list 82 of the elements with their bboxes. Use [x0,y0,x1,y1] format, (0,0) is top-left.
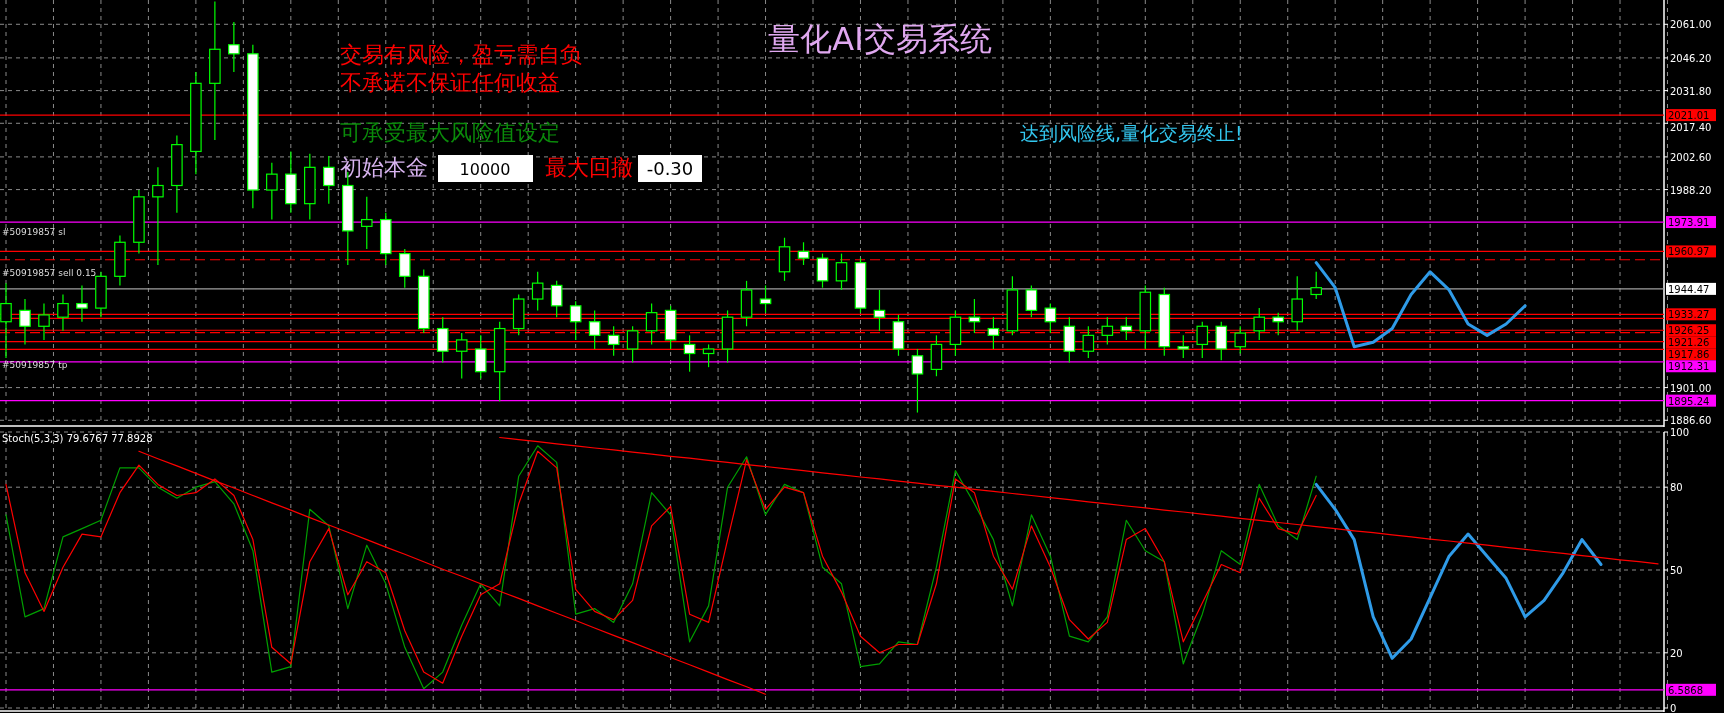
candlestick [474,334,487,380]
candlestick [1177,334,1190,359]
annotation: 交易有风险，盈亏需自负 [340,42,582,67]
line-series [1314,261,1527,349]
annotation: 最大回撤 [545,155,633,180]
candlestick [1025,284,1038,318]
candlestick [1120,316,1133,341]
candlestick [436,316,449,364]
candlestick [1044,302,1057,334]
annotation: 可承受最大风险值设定 [340,120,560,145]
ref-line-label: 1926.25 [1668,325,1710,337]
annotation: #50919857 sell 0.15 [2,268,97,278]
y-tick-label: 2002.60 [1670,151,1712,163]
y-tick-label: 1886.60 [1670,415,1712,427]
y-tick-label: 20 [1670,647,1683,659]
ref-line-label: 6.5868 [1668,684,1703,696]
ref-line-label: 1933.27 [1668,309,1710,321]
candlestick [626,325,639,364]
candlestick [1101,316,1114,346]
line-series [1314,482,1603,660]
ref-line-label: 1895.24 [1668,395,1710,407]
annotation: 初始本金 [340,155,428,180]
candlestick [38,302,50,341]
candlestick [607,325,620,357]
y-tick-label: 1901.00 [1670,382,1712,394]
annotation: #50919857 tp [2,360,68,370]
candlestick [588,309,601,350]
y-tick-label: 50 [1670,565,1683,576]
annotation: 达到风险线,量化交易终止! [1020,122,1243,144]
ref-line-label: 2021.01 [1668,110,1710,122]
candlestick [152,166,164,266]
annotation: 不承诺不保证任何收益 [340,70,560,95]
candlestick [1253,307,1266,341]
candlestick [702,343,715,368]
candlestick [797,241,810,266]
candlestick [1272,312,1285,336]
candlestick [911,348,924,414]
ref-line-label: 1960.97 [1668,246,1710,258]
candlestick [228,21,240,73]
candlestick [1234,325,1247,355]
y-tick-label: 2017.40 [1670,122,1712,134]
candlestick [360,196,373,250]
candlestick [1291,275,1304,332]
candlestick [873,289,886,332]
candlestick [835,253,848,291]
ref-line-label: 1921.26 [1668,337,1710,349]
candlestick [0,282,12,359]
annotation: #50919857 sl [2,227,66,237]
y-tick-label: 2061.00 [1670,19,1712,31]
candlestick [683,334,696,373]
candlestick [1196,321,1209,359]
candlestick [550,280,563,318]
candlestick [531,271,544,311]
candlestick [1215,321,1228,361]
candlestick [455,332,468,380]
candlestick [987,316,1000,350]
y-tick-label: 100 [1670,427,1690,438]
text: 量化AI交易系统 [768,20,992,58]
y-tick-label: 2031.80 [1670,85,1712,97]
y-tick-label: 80 [1670,482,1683,494]
candlestick [57,293,69,332]
ref-line-label: 1917.86 [1668,349,1710,361]
candlestick [645,302,658,346]
chart-title: Stoch(5,3,3) 79.6767 77.8928 [2,433,153,444]
candlestick [569,300,582,341]
candlestick [1082,325,1095,359]
candlestick [19,298,31,346]
ref-line-label: 1973.91 [1668,217,1710,229]
y-tick-label: 1988.20 [1670,184,1712,196]
candlestick [1310,271,1323,300]
candlestick [816,253,829,289]
annotation: 10000 [459,160,511,179]
candlestick [398,248,411,289]
ref-line-label: 1944.47 [1668,283,1710,295]
ref-line-label: 1912.31 [1668,361,1710,373]
candlestick [759,284,772,314]
candlestick [266,162,278,221]
candlestick [323,155,335,205]
candlestick [76,284,88,323]
annotation: -0.30 [646,158,694,179]
y-tick-label: 2046.20 [1670,52,1712,64]
y-tick-label: 0 [1670,703,1677,713]
